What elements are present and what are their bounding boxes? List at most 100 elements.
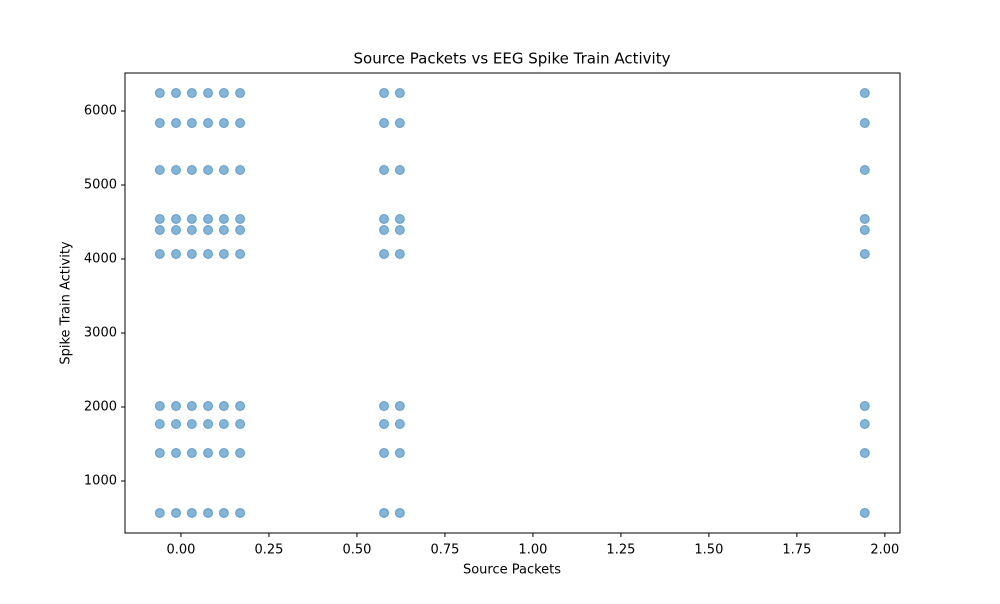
y-tick-label: 1000 [84,473,117,488]
point [186,401,197,412]
point [379,225,390,236]
point [154,225,165,236]
point [154,507,165,518]
point [171,448,182,459]
x-tick-label: 1.75 [782,543,811,558]
x-tick-label: 1.25 [606,543,635,558]
point [235,248,246,259]
point [203,225,214,236]
point [379,118,390,129]
point [218,213,229,224]
point [186,507,197,518]
y-tick-label: 6000 [84,104,117,119]
y-tick-label: 4000 [84,252,117,267]
point [235,225,246,236]
x-tick-label: 0.25 [254,543,283,558]
point [218,165,229,176]
point [235,507,246,518]
point [154,401,165,412]
point [154,213,165,224]
point [379,401,390,412]
point [186,225,197,236]
plot-frame [124,72,901,534]
point [186,118,197,129]
point [203,448,214,459]
point [235,165,246,176]
point [394,419,405,430]
x-axis-label: Source Packets [463,563,561,578]
x-tick-label: 0.00 [166,543,195,558]
y-tick-label: 3000 [84,326,117,341]
x-tick-label: 1.50 [694,543,723,558]
point [154,165,165,176]
point [379,88,390,99]
y-axis-label: Spike Train Activity [59,241,74,365]
point [859,248,870,259]
point [394,401,405,412]
point [218,225,229,236]
point [186,165,197,176]
point [235,213,246,224]
point [859,448,870,459]
point [394,225,405,236]
point [379,448,390,459]
point [859,507,870,518]
point [203,213,214,224]
point [859,419,870,430]
y-tick-label: 2000 [84,399,117,414]
point [203,419,214,430]
point [394,88,405,99]
point [171,419,182,430]
point [218,248,229,259]
x-tick-label: 0.75 [430,543,459,558]
point [394,507,405,518]
point [186,88,197,99]
point [171,88,182,99]
point [379,507,390,518]
point [203,88,214,99]
point [394,165,405,176]
point [859,88,870,99]
point [235,118,246,129]
point [186,419,197,430]
point [394,248,405,259]
chart-title: Source Packets vs EEG Spike Train Activi… [354,50,671,68]
point [171,401,182,412]
point [235,88,246,99]
point [171,165,182,176]
x-tick-label: 1.00 [518,543,547,558]
point [859,118,870,129]
point [186,448,197,459]
point [218,448,229,459]
point [235,419,246,430]
point [394,118,405,129]
point [859,213,870,224]
point [171,507,182,518]
point [171,213,182,224]
point [171,225,182,236]
point [186,248,197,259]
point [154,419,165,430]
point [171,248,182,259]
point [218,419,229,430]
point [218,118,229,129]
point [186,213,197,224]
point [154,88,165,99]
point [235,448,246,459]
point [218,401,229,412]
point [203,507,214,518]
point [203,248,214,259]
point [379,165,390,176]
point [859,225,870,236]
point [218,88,229,99]
point [203,165,214,176]
point [235,401,246,412]
point [154,248,165,259]
point [203,118,214,129]
x-tick-label: 2.00 [870,543,899,558]
y-tick-label: 5000 [84,178,117,193]
point [171,118,182,129]
point [154,448,165,459]
point [379,213,390,224]
